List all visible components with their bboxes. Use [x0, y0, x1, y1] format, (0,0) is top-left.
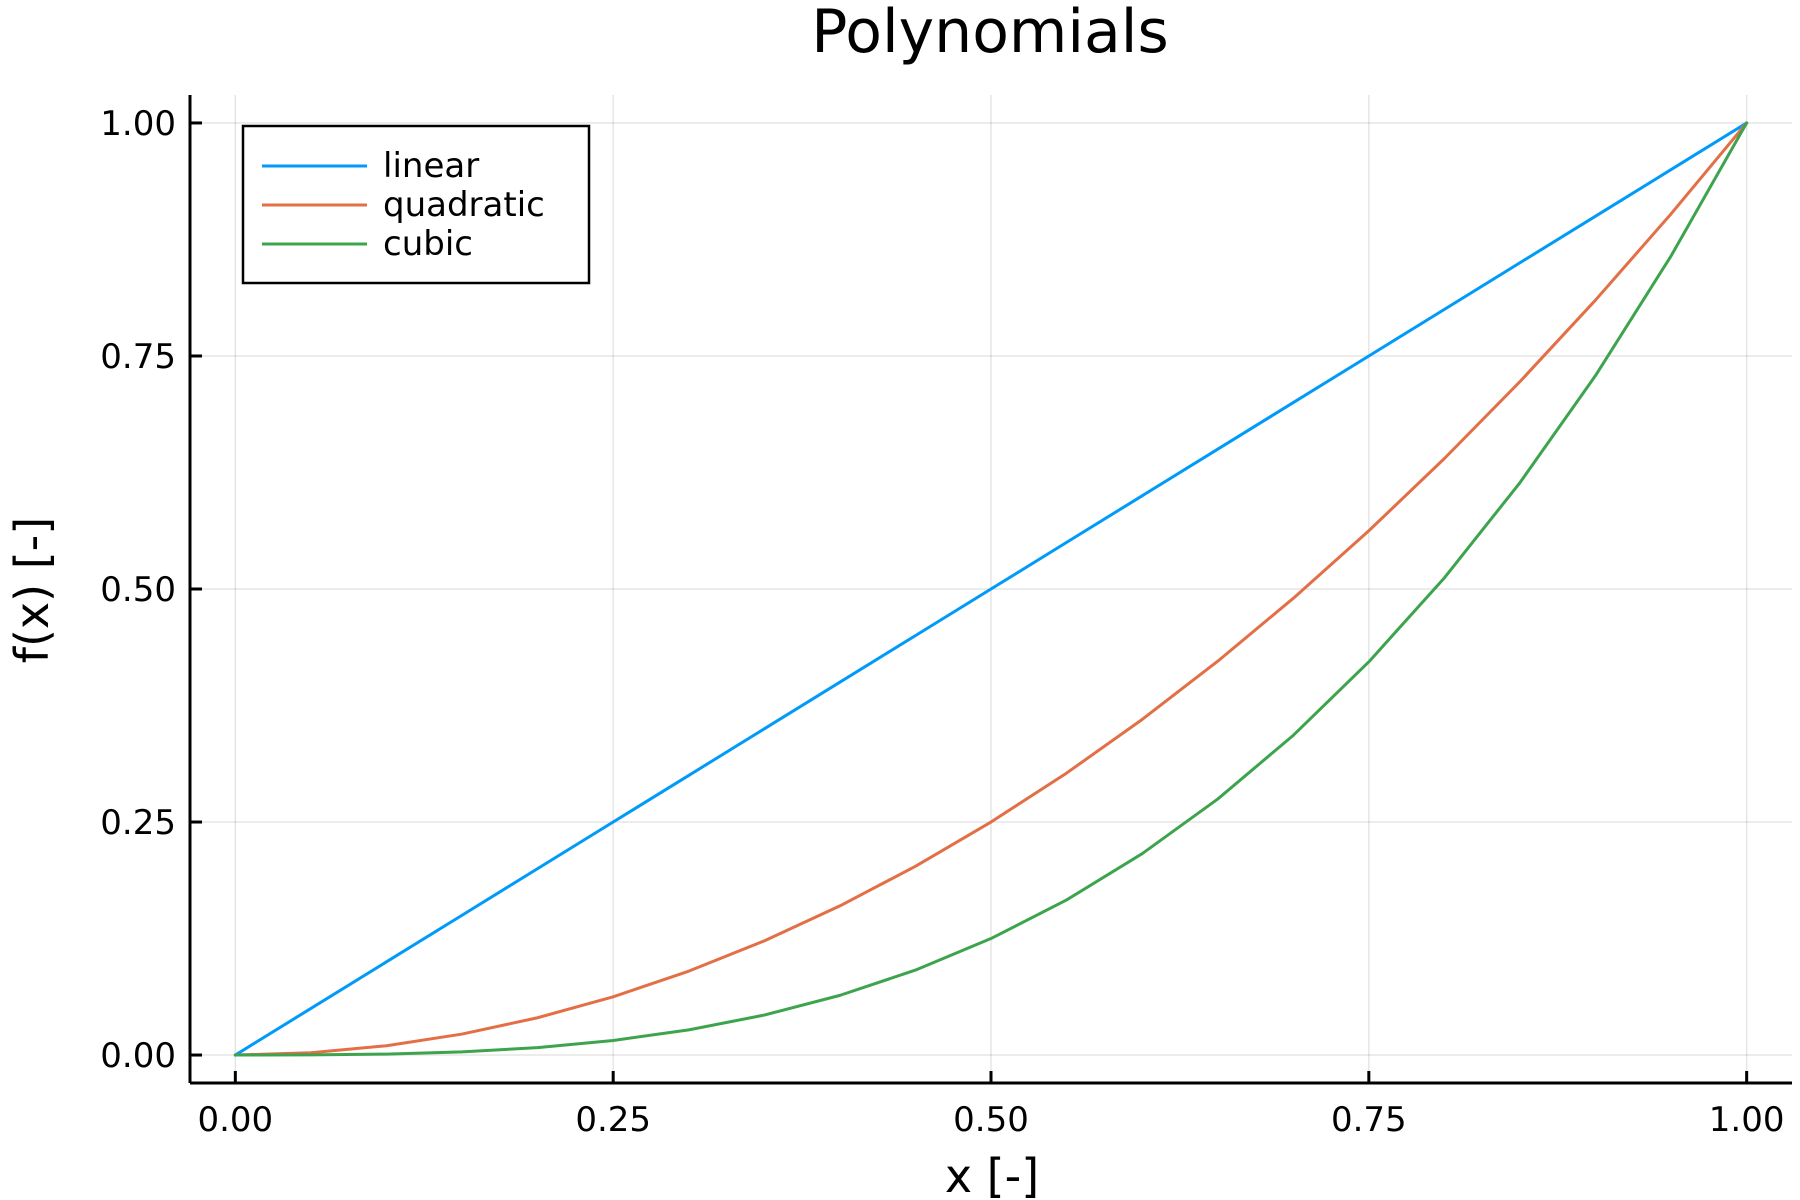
chart-title: Polynomials — [811, 0, 1168, 67]
legend-label-quadratic: quadratic — [383, 185, 545, 225]
x-tick-label: 0.50 — [953, 1100, 1029, 1140]
series-line-quadratic — [233, 121, 1749, 1057]
x-tick-label: 0.75 — [1331, 1100, 1407, 1140]
y-tick-label: 0.50 — [100, 570, 176, 610]
y-tick-label: 0.00 — [100, 1036, 176, 1076]
legend-label-cubic: cubic — [383, 224, 473, 264]
series-layer — [233, 121, 1749, 1057]
series-line-linear — [233, 121, 1749, 1057]
y-axis-title: f(x) [-] — [5, 517, 59, 663]
series-line-cubic — [233, 121, 1749, 1057]
legend-label-linear: linear — [383, 146, 479, 186]
y-tick-label: 0.75 — [100, 337, 176, 377]
x-tick-label: 0.00 — [197, 1100, 273, 1140]
x-tick-label: 1.00 — [1709, 1100, 1785, 1140]
x-ticks: 0.00 0.25 0.50 0.75 1.00 — [197, 1071, 1785, 1140]
y-ticks: 0.00 0.25 0.50 0.75 1.00 — [100, 104, 202, 1076]
y-tick-label: 0.25 — [100, 803, 176, 843]
y-tick-label: 1.00 — [100, 104, 176, 144]
x-axis-title: x [-] — [945, 1149, 1039, 1200]
x-tick-label: 0.25 — [575, 1100, 651, 1140]
